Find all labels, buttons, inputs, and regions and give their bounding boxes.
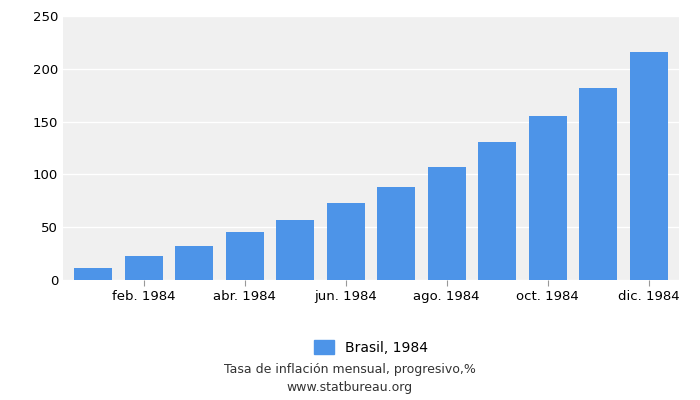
Bar (478, 142, 516, 280)
Text: Tasa de inflación mensual, progresivo,%: Tasa de inflación mensual, progresivo,% (224, 364, 476, 376)
Bar (125, 256, 162, 280)
Bar (327, 203, 365, 280)
Bar (276, 220, 314, 280)
Text: www.statbureau.org: www.statbureau.org (287, 382, 413, 394)
Bar (377, 187, 415, 280)
Bar (528, 116, 567, 280)
Bar (630, 52, 668, 280)
Bar (226, 232, 264, 280)
Bar (580, 88, 617, 280)
Bar (74, 268, 112, 280)
Bar (175, 246, 214, 280)
Bar (428, 167, 466, 280)
Legend: Brasil, 1984: Brasil, 1984 (308, 334, 434, 360)
